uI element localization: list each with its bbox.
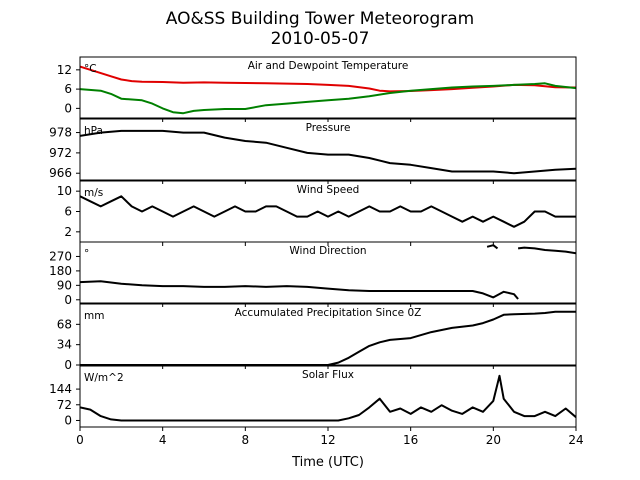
panel-title: Wind Speed [297, 184, 360, 196]
panel-2-series-1 [80, 129, 576, 175]
panel-4-series-2 [486, 244, 499, 250]
panel-6-series-1 [80, 374, 576, 422]
panel-5-series-1 [80, 310, 576, 365]
panel-4-series-3 [517, 246, 576, 255]
y-tick-label: 0 [64, 101, 72, 115]
x-tick-label: 12 [320, 433, 335, 447]
panel-title: Air and Dewpoint Temperature [248, 60, 409, 72]
y-tick-label: 144 [49, 382, 72, 396]
y-tick-label: 2 [64, 225, 72, 239]
panel-3-series-1 [80, 195, 576, 228]
panel-unit: m/s [84, 187, 103, 199]
panel-unit: W/m^2 [84, 372, 124, 384]
panel-title: Wind Direction [289, 245, 366, 257]
y-tick-label: 10 [57, 184, 72, 198]
panel-2: 966 972 978 Pressure hPa [49, 118, 577, 184]
panel-unit: hPa [84, 125, 103, 137]
x-tick-label: 0 [76, 433, 84, 447]
chart-subtitle: 2010-05-07 [271, 29, 370, 49]
panel-5: 0 34 68 Accumulated Precipitation Since 0Z m… [57, 303, 577, 372]
y-tick-label: 68 [57, 317, 72, 331]
panel-4-series-1 [80, 280, 519, 300]
x-tick-label: 20 [486, 433, 501, 447]
y-tick-label: 270 [49, 249, 72, 263]
x-axis-label: Time (UTC) [291, 455, 364, 470]
y-tick-label: 972 [49, 146, 72, 160]
x-tick-label: 8 [242, 433, 250, 447]
panel-unit: °C [84, 63, 97, 75]
panel-title: Accumulated Precipitation Since 0Z [235, 307, 422, 319]
y-tick-label: 72 [57, 398, 72, 412]
y-tick-label: 6 [64, 82, 72, 96]
y-tick-label: 0 [64, 413, 72, 427]
y-tick-label: 0 [64, 293, 72, 307]
y-tick-label: 90 [57, 278, 72, 292]
panel-3: 2 6 10 Wind Speed m/s [57, 180, 577, 246]
x-axis: 0 4 8 12 16 20 24 [76, 433, 583, 447]
panels-group: 0 6 12 Air and Dewpoint Temperature °C 966 972… [49, 56, 577, 431]
y-tick-label: 978 [49, 126, 72, 140]
y-tick-label: 180 [49, 264, 72, 278]
panel-unit: ° [84, 248, 89, 260]
x-tick-label: 24 [568, 433, 583, 447]
y-tick-label: 966 [49, 166, 72, 180]
x-tick-label: 4 [159, 433, 167, 447]
chart-title: AO&SS Building Tower Meteorogram [166, 9, 474, 29]
y-tick-label: 0 [64, 358, 72, 372]
x-tick-label: 16 [403, 433, 418, 447]
panel-unit: mm [84, 310, 104, 322]
panel-1-series-2 [80, 82, 576, 115]
panel-title: Pressure [306, 122, 351, 134]
panel-title: Solar Flux [302, 369, 354, 381]
panel-6: 072 144 Solar Flux W/m^2 [49, 365, 577, 431]
panel-1: 0 6 12 Air and Dewpoint Temperature °C [57, 56, 577, 122]
y-tick-label: 12 [57, 63, 72, 77]
panel-1-series-1 [80, 65, 576, 93]
y-tick-label: 34 [57, 338, 72, 352]
y-tick-label: 6 [64, 205, 72, 219]
